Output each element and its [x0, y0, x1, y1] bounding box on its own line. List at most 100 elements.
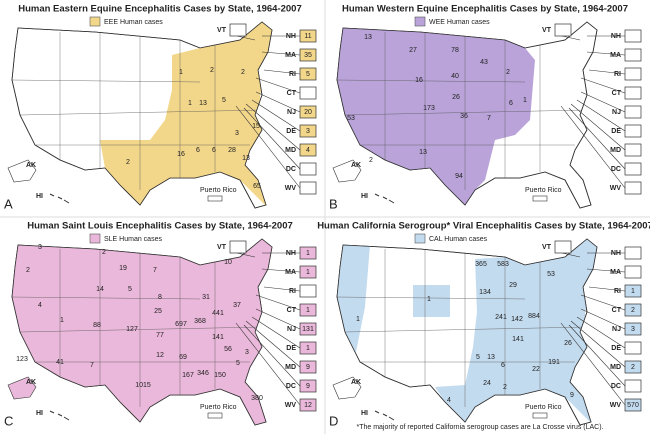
callout-box [299, 105, 317, 119]
leader-line [580, 91, 626, 113]
leader-line [560, 322, 626, 406]
callout-value: 570 [627, 402, 639, 409]
callout-value: 9 [306, 383, 310, 390]
leader-line [568, 324, 626, 387]
state-border [12, 79, 201, 83]
callout-value: 3 [631, 326, 635, 333]
state-value: 141 [512, 336, 524, 343]
state-value: 88 [93, 322, 101, 329]
callout-state: NJ [287, 326, 296, 333]
state-value: 3 [38, 244, 42, 251]
leader-line [580, 294, 626, 311]
state-border [19, 326, 263, 333]
callout-state: NH [286, 33, 296, 40]
state-value: 13 [364, 34, 372, 41]
callout-state: DC [286, 383, 296, 390]
panel-title: Human California Serogroup* Viral Enceph… [317, 221, 650, 232]
state-value: 5 [476, 354, 480, 361]
state-value: 22 [532, 366, 540, 373]
callout-box [624, 124, 642, 138]
state-value: 365 [475, 261, 487, 268]
state-value: 2 [126, 159, 130, 166]
shaded-region [413, 285, 450, 317]
ak-label: AK [26, 379, 36, 386]
callout-box [624, 86, 642, 100]
state-value: 167 [182, 372, 194, 379]
state-value: 2 [210, 67, 214, 74]
state-value: 19 [119, 265, 127, 272]
pr-label: Puerto Rico [525, 404, 562, 411]
leader-line [576, 99, 626, 132]
leader-line [255, 294, 301, 311]
state-value: 2 [369, 157, 373, 164]
callout-value: 11 [304, 33, 311, 40]
callout-box [299, 48, 317, 62]
callout-state: MD [285, 364, 296, 371]
leader-line [245, 320, 301, 368]
callout-box [624, 360, 642, 374]
panel: Human Western Equine Encephalitis Cases … [329, 4, 642, 211]
state-border [337, 79, 526, 83]
callout-box [624, 284, 642, 298]
callout-box [299, 29, 317, 43]
callout-box [299, 265, 317, 279]
callout-value: 1 [306, 269, 310, 276]
legend-label: CAL Human cases [429, 236, 488, 243]
callout-value: 2 [631, 307, 635, 314]
leader-line [255, 77, 301, 94]
state-value: 7 [90, 362, 94, 369]
us-border [11, 21, 273, 209]
panel: Human Eastern Equine Encephalitis Cases … [4, 4, 317, 211]
state-value: 1 [188, 100, 192, 107]
callout-state: DE [611, 345, 621, 352]
callout-value: 5 [306, 71, 310, 78]
state-value: 697 [175, 321, 187, 328]
leader-line [576, 316, 626, 349]
leader-line [561, 35, 581, 41]
state-value: 26 [564, 340, 572, 347]
leader-line [261, 51, 301, 56]
callout-box [624, 398, 642, 412]
state-value: 4 [447, 397, 451, 404]
callout-value: 3 [306, 128, 310, 135]
state-value: 123 [16, 356, 28, 363]
state-value: 13 [242, 155, 250, 162]
leader-line [261, 268, 301, 273]
leader-line [236, 252, 256, 258]
callout-state: CT [287, 307, 297, 314]
leader-line [560, 105, 626, 189]
callout-box [554, 23, 572, 37]
state-border [344, 109, 588, 116]
state-value: 53 [547, 271, 555, 278]
leader-line [245, 103, 301, 151]
leader-line [580, 308, 626, 330]
callout-box [624, 162, 642, 176]
callout-value: 4 [306, 147, 310, 154]
callout-box [299, 86, 317, 100]
state-value: 40 [451, 73, 459, 80]
callout-box [299, 379, 317, 393]
state-value: 13 [199, 100, 207, 107]
state-border [337, 296, 526, 300]
callout-state: NJ [612, 109, 621, 116]
callout-box [299, 143, 317, 157]
hi-label: HI [36, 410, 43, 417]
state-value: 1 [179, 69, 183, 76]
legend-swatch [414, 16, 426, 27]
state-value: 142 [511, 316, 523, 323]
callout-box [299, 181, 317, 195]
state-value: 43 [480, 59, 488, 66]
callout-state: WV [285, 402, 297, 409]
callout-state: MD [610, 364, 621, 371]
leader-line [255, 91, 301, 113]
puerto-rico [532, 412, 548, 419]
callout-state: DE [611, 128, 621, 135]
callout-value: 35 [304, 52, 312, 59]
pr-label: Puerto Rico [200, 404, 237, 411]
callout-box [299, 162, 317, 176]
leader-line [263, 69, 301, 75]
legend-swatch [89, 16, 101, 27]
callout-state: MD [285, 147, 296, 154]
puerto-rico [532, 195, 548, 202]
